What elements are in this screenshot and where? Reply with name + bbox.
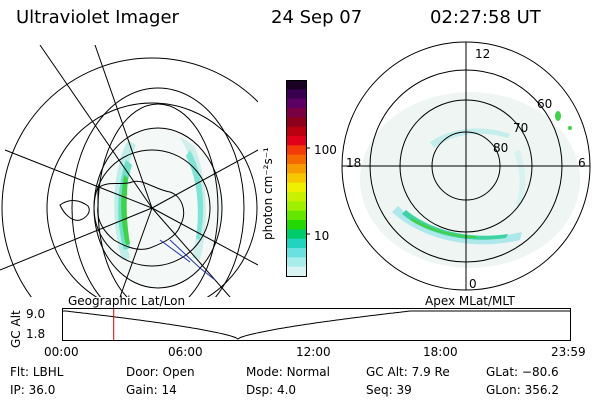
continent-outline bbox=[97, 180, 185, 250]
colorbar-swatch bbox=[286, 145, 306, 156]
colorbar-swatch bbox=[286, 229, 306, 240]
colorbar-frame bbox=[286, 80, 307, 277]
colorbar-swatch bbox=[286, 89, 306, 100]
colorbar-swatch bbox=[286, 248, 306, 258]
xtick-2359: 23:59 bbox=[551, 345, 586, 359]
date-label: 24 Sep 07 bbox=[271, 7, 363, 28]
xtick-1800: 18:00 bbox=[423, 345, 458, 359]
colorbar-swatch bbox=[286, 80, 306, 90]
colorbar-swatch bbox=[286, 201, 306, 212]
xtick-0000: 00:00 bbox=[44, 345, 79, 359]
time-label: 02:27:58 UT bbox=[430, 7, 541, 28]
xtick-1200: 12:00 bbox=[296, 345, 331, 359]
colorbar-swatch bbox=[286, 117, 306, 128]
param-mode: Mode: Normal bbox=[246, 365, 330, 379]
param-dsp: Dsp: 4.0 bbox=[246, 383, 297, 397]
mlt-label-6: 6 bbox=[578, 156, 586, 170]
param-glon: GLon: 356.2 bbox=[486, 383, 559, 397]
param-gc-alt: GC Alt: 7.9 Re bbox=[366, 365, 450, 379]
colorbar-tick-10: 10 bbox=[314, 229, 330, 243]
ytick-9: 9.0 bbox=[26, 307, 46, 321]
colorbar-swatch bbox=[286, 192, 306, 202]
param-ip: IP: 36.0 bbox=[10, 383, 56, 397]
xtick-0600: 06:00 bbox=[168, 345, 203, 359]
param-glat: GLat: −80.6 bbox=[486, 365, 559, 379]
timeline-ylabel: GC Alt bbox=[9, 310, 23, 348]
colorbar-swatch bbox=[286, 164, 306, 174]
colorbar-swatch bbox=[286, 220, 306, 230]
param-door: Door: Open bbox=[126, 365, 195, 379]
mlat-label-60: 60 bbox=[537, 97, 553, 111]
param-flt: Flt: LBHL bbox=[10, 365, 64, 379]
right-panel-label: Apex MLat/MLT bbox=[425, 294, 515, 308]
plot-frame bbox=[62, 308, 571, 341]
altitude-curve bbox=[63, 310, 570, 340]
param-gain: Gain: 14 bbox=[126, 383, 177, 397]
instrument-title: Ultraviolet Imager bbox=[16, 7, 179, 28]
left-panel-label: Geographic Lat/Lon bbox=[68, 294, 186, 308]
colorbar-swatch bbox=[286, 108, 306, 118]
colorbar-swatch bbox=[286, 98, 306, 109]
colorbar-swatch bbox=[286, 126, 306, 137]
mlat-label-70: 70 bbox=[513, 121, 529, 135]
ytick-1-8: 1.8 bbox=[26, 327, 46, 341]
colorbar-swatch bbox=[286, 173, 306, 184]
param-seq: Seq: 39 bbox=[366, 383, 412, 397]
colorbar-swatch bbox=[286, 136, 306, 146]
colorbar-swatch bbox=[286, 182, 306, 193]
mlt-label-0: 0 bbox=[469, 277, 477, 291]
mlt-label-18: 18 bbox=[346, 156, 362, 170]
mlt-label-12: 12 bbox=[475, 47, 491, 61]
colorbar-swatch bbox=[286, 238, 306, 249]
colorbar-swatch bbox=[286, 266, 306, 277]
colorbar-swatch bbox=[286, 154, 306, 165]
colorbar-tick-100: 100 bbox=[314, 143, 337, 157]
colorbar-swatch bbox=[286, 210, 306, 221]
mlat-label-80: 80 bbox=[493, 141, 509, 155]
colorbar-swatch bbox=[286, 257, 306, 268]
